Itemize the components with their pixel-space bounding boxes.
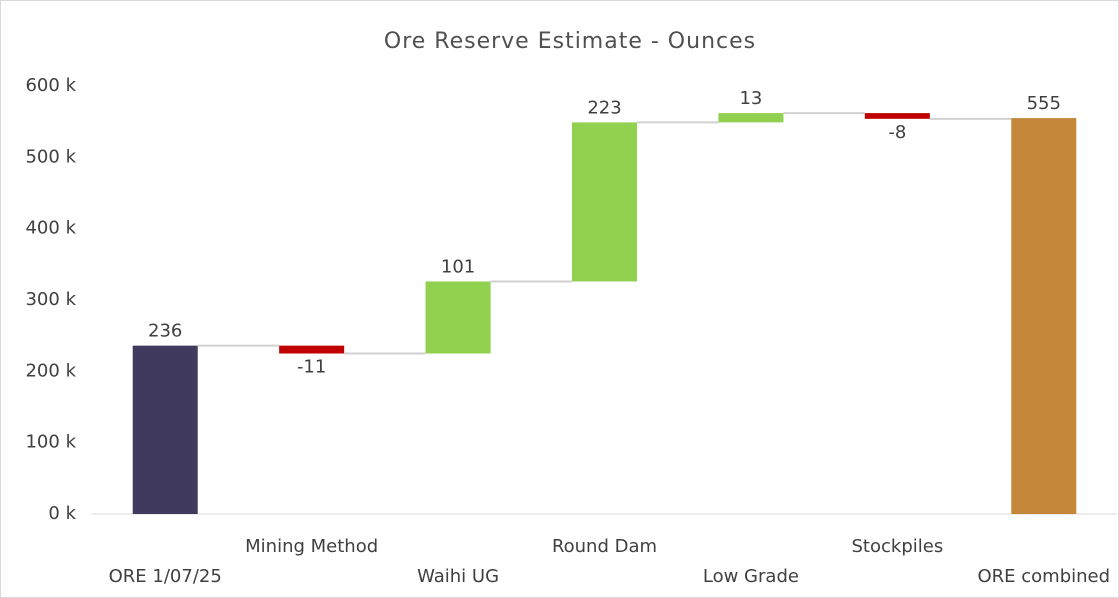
x-tick-label: ORE combined — [978, 566, 1111, 587]
x-tick-label: ORE 1/07/25 — [109, 566, 222, 587]
bar — [718, 113, 784, 123]
data-label: 236 — [148, 321, 182, 342]
bar — [132, 345, 198, 514]
bar — [279, 345, 345, 354]
x-tick-label: Mining Method — [245, 536, 378, 557]
bar — [572, 122, 637, 282]
bar — [425, 281, 491, 354]
bar — [864, 113, 930, 119]
data-label: -11 — [297, 357, 326, 378]
y-tick-label: 500 k — [25, 146, 76, 167]
data-label: 13 — [739, 88, 762, 109]
y-tick-label: 100 k — [25, 432, 76, 453]
y-tick-label: 600 k — [25, 75, 76, 96]
data-label: -8 — [888, 122, 906, 143]
chart-title: Ore Reserve Estimate - Ounces — [384, 29, 756, 54]
data-label: 223 — [587, 97, 621, 118]
y-tick-label: 300 k — [25, 289, 76, 310]
x-tick-label: Low Grade — [703, 566, 799, 587]
y-tick-label: 0 k — [48, 503, 76, 524]
x-tick-label: Round Dam — [552, 536, 657, 557]
y-tick-label: 400 k — [25, 218, 76, 239]
bar — [1011, 118, 1077, 514]
data-label: 555 — [1027, 93, 1061, 114]
x-tick-label: Stockpiles — [852, 536, 944, 557]
data-label: 101 — [441, 256, 475, 277]
x-tick-label: Waihi UG — [417, 566, 499, 587]
y-tick-label: 200 k — [25, 360, 76, 381]
